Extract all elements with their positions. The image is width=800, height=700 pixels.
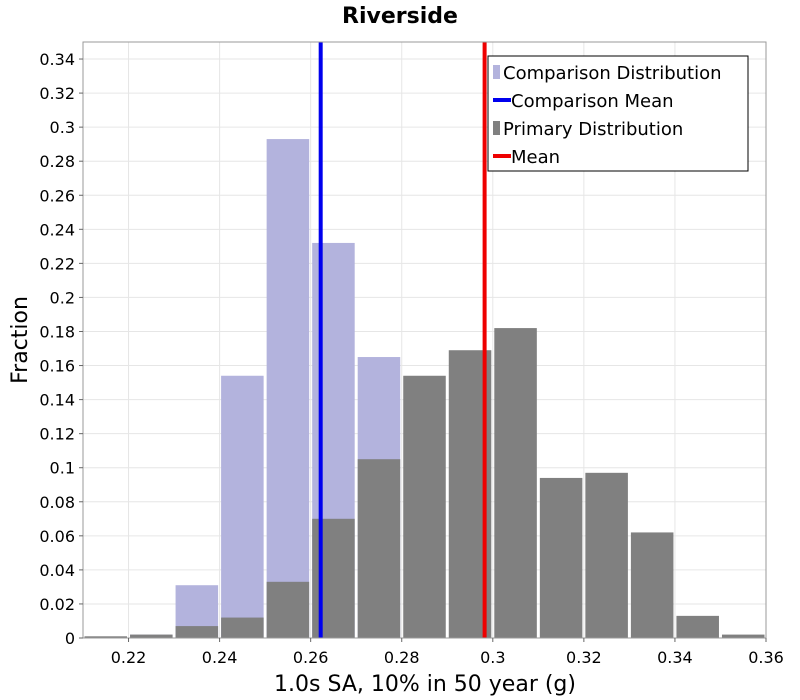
x-tick-label: 0.34 xyxy=(657,648,693,667)
y-tick-label: 0.2 xyxy=(50,288,75,307)
primary-bar xyxy=(357,459,401,638)
y-tick-label: 0.02 xyxy=(39,595,75,614)
y-tick-label: 0.32 xyxy=(39,84,75,103)
y-tick-label: 0.06 xyxy=(39,527,75,546)
x-tick-label: 0.22 xyxy=(111,648,147,667)
x-tick-label: 0.24 xyxy=(202,648,238,667)
x-tick-label: 0.36 xyxy=(748,648,784,667)
comparison-bar xyxy=(266,139,310,638)
primary-bar xyxy=(676,615,719,638)
y-tick-label: 0.1 xyxy=(50,459,75,478)
legend-box xyxy=(487,55,749,172)
y-axis-ticks: 0 0.02 0.04 0.06 0.08 0.1 0.12 0.14 0.16 0.18 0.2 0… xyxy=(39,50,83,648)
y-tick-label: 0.24 xyxy=(39,220,75,239)
x-tick-label: 0.28 xyxy=(384,648,420,667)
primary-bar xyxy=(130,634,173,638)
primary-bar xyxy=(585,472,628,638)
primary-bar xyxy=(630,532,674,638)
primary-bars xyxy=(84,328,765,638)
plot-frame xyxy=(82,41,767,639)
legend-label: Comparison Distribution xyxy=(503,63,722,84)
y-axis-label: Fraction xyxy=(8,296,33,384)
legend-swatch xyxy=(493,121,500,135)
y-tick-label: 0.22 xyxy=(39,254,75,273)
y-tick-label: 0.34 xyxy=(39,50,75,69)
legend-line-swatch xyxy=(493,154,511,158)
x-tick-label: 0.26 xyxy=(293,648,329,667)
comparison-bar xyxy=(221,375,264,638)
y-tick-label: 0.26 xyxy=(39,186,75,205)
primary-bar xyxy=(84,636,128,638)
primary-bar xyxy=(403,375,446,638)
chart-title: Riverside xyxy=(342,4,458,29)
primary-bar xyxy=(175,626,219,638)
y-tick-label: 0 xyxy=(65,629,75,648)
legend-line-swatch xyxy=(493,98,511,102)
x-tick-label: 0.32 xyxy=(566,648,602,667)
y-tick-label: 0.18 xyxy=(39,322,75,341)
y-tick-label: 0.16 xyxy=(39,357,75,376)
primary-bar xyxy=(221,617,264,638)
y-tick-label: 0.08 xyxy=(39,493,75,512)
mean-lines xyxy=(318,42,487,638)
primary-bar xyxy=(312,518,355,638)
legend: Comparison Distribution Comparison Mean Pr… xyxy=(487,55,749,172)
y-tick-label: 0.3 xyxy=(50,118,75,137)
x-axis-ticks: 0.22 0.24 0.26 0.28 0.3 0.32 0.34 0.36 xyxy=(111,638,784,667)
primary-bar xyxy=(494,328,537,638)
x-tick-label: 0.3 xyxy=(480,648,505,667)
legend-label: Mean xyxy=(511,147,560,168)
y-tick-label: 0.14 xyxy=(39,391,75,410)
legend-swatch xyxy=(493,65,500,79)
primary-bar xyxy=(266,581,310,638)
legend-label: Comparison Mean xyxy=(511,91,674,112)
y-tick-label: 0.04 xyxy=(39,561,75,580)
y-tick-label: 0.12 xyxy=(39,425,75,444)
x-axis-label: 1.0s SA, 10% in 50 year (g) xyxy=(274,672,576,697)
legend-label: Primary Distribution xyxy=(503,119,683,140)
primary-bar xyxy=(539,477,583,638)
primary-bar xyxy=(721,634,765,638)
y-tick-label: 0.28 xyxy=(39,152,75,171)
